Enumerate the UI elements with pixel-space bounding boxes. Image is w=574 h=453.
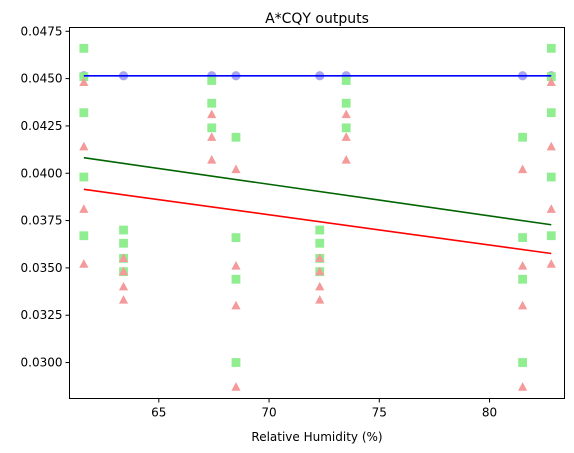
- plot-frame: [69, 27, 565, 399]
- y-tick-label: 0.0400: [21, 166, 63, 180]
- y-tick-label: 0.0350: [21, 261, 63, 275]
- data-point-triangle: [231, 164, 241, 174]
- data-point-triangle: [118, 281, 129, 291]
- data-point-square: [518, 233, 528, 243]
- data-point-square: [231, 358, 241, 367]
- data-point-triangle: [207, 132, 217, 141]
- data-point-triangle: [118, 253, 129, 263]
- y-tick-label: 0.0425: [21, 119, 63, 133]
- chart-title: A*CQY outputs: [265, 11, 369, 27]
- data-point-triangle: [231, 300, 241, 310]
- x-tick-label: 65: [151, 406, 166, 420]
- x-tick-label: 70: [261, 406, 276, 420]
- data-point-square: [79, 43, 89, 53]
- y-tick-label: 0.0450: [21, 72, 63, 86]
- data-point-triangle: [518, 382, 528, 391]
- data-point-triangle: [79, 77, 89, 86]
- y-axis-ticks: 0.0300 0.0325 0.0350 0.0375 0.0400 0.0425 0.04…: [21, 24, 70, 370]
- data-point-triangle: [518, 261, 528, 270]
- data-point-triangle: [79, 204, 89, 213]
- data-point-square: [546, 108, 556, 118]
- data-point-triangle: [315, 281, 325, 291]
- data-point-triangle: [341, 155, 351, 164]
- trend-line: [83, 156, 552, 226]
- data-point-square: [79, 108, 89, 118]
- x-tick-label: 75: [372, 406, 387, 420]
- data-point-triangle: [518, 300, 528, 310]
- data-point-triangle: [118, 295, 129, 304]
- data-point-square: [518, 274, 528, 284]
- trend-line: [83, 188, 552, 255]
- data-point-square: [341, 123, 351, 133]
- data-point-square: [315, 238, 325, 248]
- data-point-square: [207, 76, 217, 85]
- data-point-square: [546, 72, 556, 82]
- y-tick-label: 0.0475: [21, 24, 63, 38]
- data-point-square: [231, 132, 241, 142]
- data-point-square: [231, 233, 241, 243]
- data-point-triangle: [341, 132, 351, 141]
- data-point-square: [79, 231, 89, 241]
- data-point-triangle: [546, 77, 556, 86]
- data-point-square: [79, 72, 89, 82]
- data-point-triangle: [315, 295, 325, 304]
- x-axis-ticks: 65 70 75 80: [151, 398, 497, 420]
- data-point-square: [341, 76, 351, 85]
- data-point-triangle: [207, 109, 217, 119]
- data-point-square: [207, 98, 217, 108]
- y-tick-label: 0.0375: [21, 214, 63, 228]
- x-axis-label: Relative Humidity (%): [251, 430, 382, 444]
- data-point-triangle: [231, 382, 241, 391]
- data-point-triangle: [315, 253, 325, 263]
- data-point-triangle: [231, 261, 241, 270]
- data-point-square: [207, 123, 217, 133]
- data-point-square: [546, 43, 556, 53]
- data-point-triangle: [518, 164, 528, 174]
- data-point-square: [518, 132, 528, 142]
- y-tick-label: 0.0325: [21, 308, 63, 322]
- x-tick-label: 80: [482, 406, 497, 420]
- data-point-triangle: [118, 266, 129, 276]
- data-point-triangle: [79, 141, 89, 151]
- data-point-triangle: [79, 259, 89, 268]
- data-point-square: [546, 231, 556, 241]
- data-point-triangle: [315, 266, 325, 276]
- data-point-square: [119, 225, 128, 235]
- data-point-triangle: [546, 204, 556, 213]
- data-point-triangle: [341, 109, 351, 119]
- data-point-square: [315, 225, 325, 235]
- data-point-square: [518, 358, 528, 367]
- data-point-square: [231, 274, 241, 284]
- data-point-triangle: [207, 155, 217, 164]
- plot-marks: [79, 43, 556, 391]
- y-tick-label: 0.0300: [21, 356, 63, 370]
- data-point-triangle: [546, 259, 556, 268]
- data-point-square: [341, 98, 351, 108]
- data-point-square: [79, 172, 89, 182]
- data-point-square: [546, 172, 556, 182]
- data-point-triangle: [546, 141, 556, 151]
- data-point-square: [119, 238, 128, 248]
